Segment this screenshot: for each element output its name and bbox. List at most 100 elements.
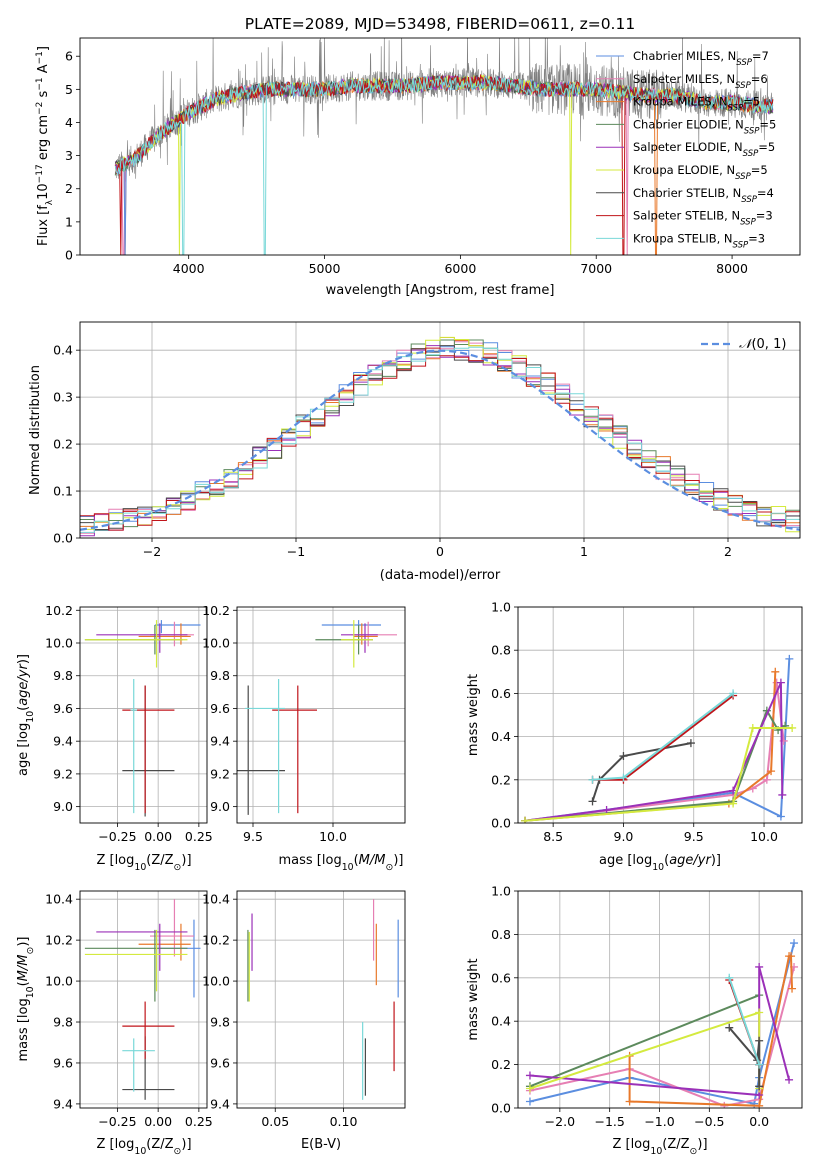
weight-marker bbox=[778, 790, 787, 799]
y-axis-label: age [log10(age/yr)] bbox=[16, 654, 36, 776]
x-tick-label: 9.0 bbox=[614, 829, 634, 844]
legend-label: Kroupa STELIB, NSSP=3 bbox=[633, 231, 765, 250]
y-tick-label: 10.2 bbox=[45, 933, 73, 948]
weight-marker bbox=[785, 1075, 794, 1084]
plot-area bbox=[114, 38, 774, 255]
legend-label: Chabrier ELODIE, NSSP=5 bbox=[633, 117, 776, 136]
chart-panel-1: −2 −1 0 1 2 0.0 0.1 0.2 0.3 0.4 𝒩(0, 1) (data-model… bbox=[28, 321, 801, 583]
weight-marker bbox=[785, 654, 794, 663]
x-tick-label: 0 bbox=[436, 544, 444, 559]
legend-label: 𝒩(0, 1) bbox=[739, 337, 786, 352]
plot-area bbox=[237, 620, 397, 815]
y-tick-label: 2 bbox=[65, 181, 73, 196]
y-tick-label: 0 bbox=[65, 248, 73, 263]
weight-marker bbox=[525, 1084, 534, 1093]
plot-area bbox=[80, 336, 800, 537]
weight-marker bbox=[776, 812, 785, 821]
y-axis-label: mass weight bbox=[466, 958, 481, 1040]
plot-area bbox=[525, 939, 799, 1108]
weight-line-kroupa-miles bbox=[524, 671, 777, 822]
model-spectrum-kroupa-stelib bbox=[114, 75, 774, 255]
chart-panel-2: −0.25 0.00 0.25 9.0 9.2 9.4 9.6 9.8 10.0 10.2 Z [l… bbox=[16, 603, 213, 873]
plot-area bbox=[84, 620, 201, 817]
axes-frame bbox=[236, 890, 406, 1109]
weight-marker bbox=[762, 775, 771, 784]
weight-marker bbox=[525, 1071, 534, 1080]
x-axis-label: mass [log10(M/M⊙)] bbox=[279, 853, 404, 873]
y-axis-label: Flux [fλ10−17 erg cm−2 s−1 A−1] bbox=[35, 46, 55, 246]
weight-marker bbox=[767, 767, 776, 776]
histogram-kroupa-stelib bbox=[80, 346, 800, 533]
x-tick-label: 0.05 bbox=[261, 1114, 289, 1129]
weight-marker bbox=[729, 799, 738, 808]
y-tick-label: 5 bbox=[65, 82, 73, 97]
weight-line-chabrier-elodie bbox=[529, 994, 760, 1088]
weight-marker bbox=[720, 1101, 729, 1108]
weight-marker bbox=[755, 962, 764, 971]
x-tick-label: −0.5 bbox=[694, 1114, 724, 1129]
x-tick-label: 2 bbox=[724, 544, 732, 559]
y-tick-label: 10.0 bbox=[45, 974, 73, 989]
x-axis-label: E(B-V) bbox=[301, 1137, 341, 1152]
weight-line-salpeter-elodie bbox=[524, 682, 784, 822]
weight-marker bbox=[755, 1082, 764, 1091]
x-tick-label: 0.25 bbox=[185, 1114, 213, 1129]
y-tick-label: 9.0 bbox=[53, 799, 73, 814]
x-tick-label: −2.0 bbox=[545, 1114, 575, 1129]
x-tick-label: −1 bbox=[287, 544, 305, 559]
chart-panel-3: 9.5 10.0 9.0 9.2 9.4 9.6 9.8 10.0 10.2 mass [log1… bbox=[202, 603, 406, 873]
legend-label: Chabrier MILES, NSSP=7 bbox=[633, 49, 769, 68]
y-tick-label: 10.0 bbox=[202, 974, 230, 989]
y-tick-label: 0.0 bbox=[53, 531, 73, 546]
x-tick-label: 9.5 bbox=[243, 829, 263, 844]
y-tick-label: 9.6 bbox=[210, 701, 230, 716]
y-tick-label: 9.8 bbox=[210, 668, 230, 683]
y-axis-label: mass weight bbox=[466, 674, 481, 756]
y-tick-label: 6 bbox=[65, 49, 73, 64]
chart-panel-7: −2.0 −1.5 −1.0 −0.5 0.0 0.0 0.2 0.4 0.6 0.8 1.0 Z [… bbox=[466, 884, 803, 1157]
y-tick-label: 0.1 bbox=[53, 484, 73, 499]
chart-panel-4: 8.5 9.0 9.5 10.0 0.0 0.2 0.4 0.6 0.8 1.0 age [log1… bbox=[466, 600, 803, 873]
axes-frame bbox=[79, 37, 801, 256]
y-tick-label: 0.8 bbox=[491, 643, 511, 658]
axes-frame bbox=[79, 890, 208, 1109]
x-tick-label: 9.5 bbox=[684, 829, 704, 844]
y-tick-label: 0.6 bbox=[491, 686, 511, 701]
weight-marker bbox=[602, 806, 611, 815]
y-tick-label: 0.6 bbox=[491, 970, 511, 985]
weight-marker bbox=[788, 723, 797, 732]
y-tick-label: 0.2 bbox=[491, 772, 511, 787]
x-tick-label: 7000 bbox=[580, 261, 612, 276]
y-tick-label: 9.4 bbox=[210, 1096, 230, 1111]
weight-marker bbox=[755, 1060, 764, 1069]
legend-label: Kroupa MILES, NSSP=5 bbox=[633, 95, 760, 114]
x-tick-label: −0.25 bbox=[98, 1114, 136, 1129]
x-axis-label: Z [log10(Z/Z⊙)] bbox=[96, 1137, 191, 1157]
x-axis-label: Z [log10(Z/Z⊙)] bbox=[612, 1137, 707, 1157]
spectrum-legend: Chabrier MILES, NSSP=7 Salpeter MILES, NS… bbox=[596, 49, 776, 250]
plot-area bbox=[521, 654, 797, 823]
y-tick-label: 9.8 bbox=[53, 1015, 73, 1030]
y-tick-label: 9.2 bbox=[210, 766, 230, 781]
y-tick-label: 3 bbox=[65, 148, 73, 163]
y-tick-label: 9.6 bbox=[210, 1055, 230, 1070]
y-tick-label: 1 bbox=[65, 214, 73, 229]
y-tick-label: 0.4 bbox=[491, 729, 511, 744]
weight-marker bbox=[788, 984, 797, 993]
x-tick-label: 0.00 bbox=[144, 1114, 172, 1129]
weight-marker bbox=[521, 816, 530, 823]
x-tick-label: 8000 bbox=[716, 261, 748, 276]
weight-marker bbox=[725, 1023, 734, 1032]
y-tick-label: 9.2 bbox=[53, 766, 73, 781]
y-tick-label: 9.4 bbox=[53, 734, 73, 749]
weight-marker bbox=[725, 973, 734, 982]
y-axis-label: mass [log10(M/M⊙)] bbox=[16, 937, 36, 1062]
x-axis-label: wavelength [Angstrom, rest frame] bbox=[326, 283, 555, 298]
x-tick-label: 8.5 bbox=[543, 829, 563, 844]
normal-curve bbox=[80, 349, 800, 531]
legend-label: Kroupa ELODIE, NSSP=5 bbox=[633, 163, 768, 182]
y-tick-label: 1.0 bbox=[491, 884, 511, 899]
axes-frame bbox=[79, 321, 801, 539]
axes-frame bbox=[517, 606, 803, 824]
